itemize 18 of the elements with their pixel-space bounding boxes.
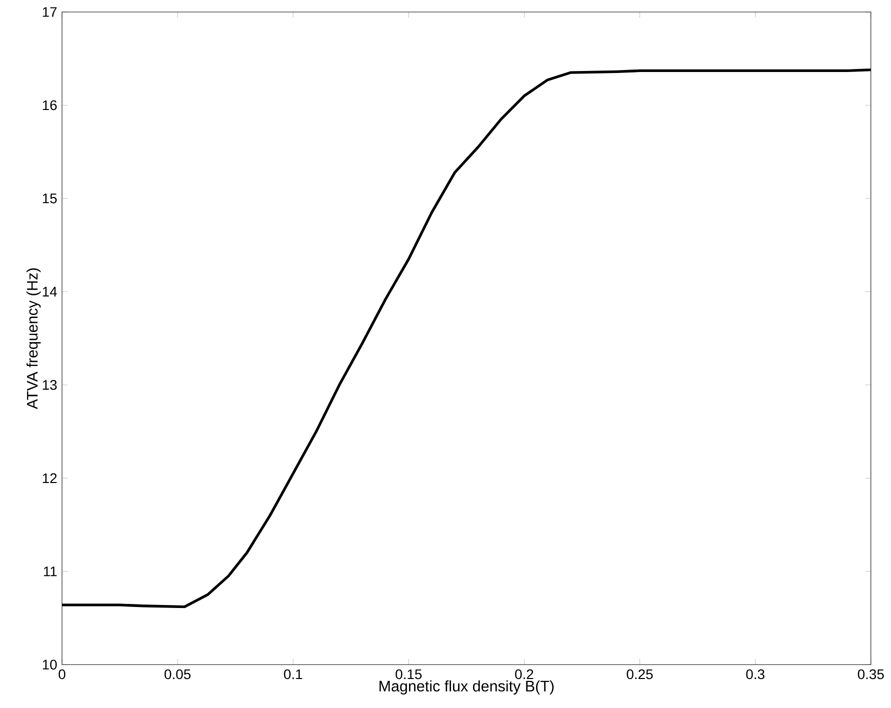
y-tick-label: 16 xyxy=(42,100,57,110)
y-tick-label: 10 xyxy=(42,660,57,670)
x-tick-label: 0.3 xyxy=(746,669,764,680)
y-tick-label: 12 xyxy=(42,473,57,484)
x-tick-label: 0.15 xyxy=(396,669,422,680)
x-tick-label: 0 xyxy=(58,669,66,680)
x-tick-label: 0.35 xyxy=(858,669,884,680)
x-tick-label: 0.25 xyxy=(626,669,653,680)
y-tick-label: 13 xyxy=(42,380,57,390)
x-axis-title: Magnetic flux density B(T) xyxy=(380,680,554,695)
x-tick-label: 0.05 xyxy=(164,669,191,680)
y-tick-label: 11 xyxy=(44,566,57,576)
y-tick-label: 15 xyxy=(42,194,57,204)
y-axis-title: ATVA frequency (Hz) xyxy=(26,268,41,410)
x-tick-label: 0.2 xyxy=(515,669,534,680)
y-tick-label: 17 xyxy=(42,7,57,17)
x-tick-label: 0.1 xyxy=(284,669,302,680)
y-tick-label: 14 xyxy=(42,287,57,297)
